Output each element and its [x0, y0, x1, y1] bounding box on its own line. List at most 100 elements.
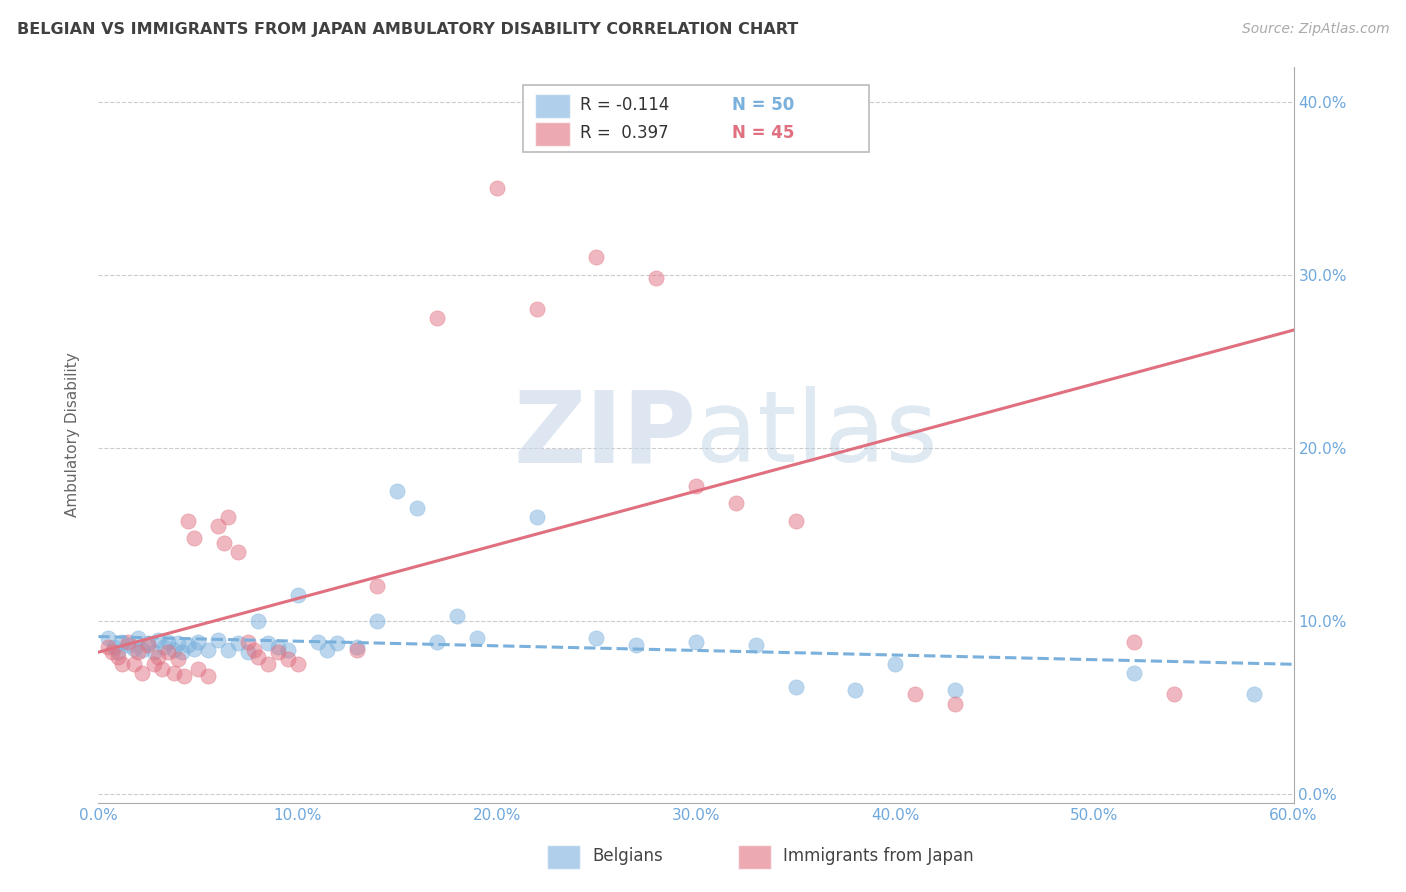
Point [585, 632, 607, 646]
Point [844, 683, 866, 698]
Point [103, 640, 125, 654]
Point [177, 514, 200, 528]
Point [236, 634, 259, 648]
Point [97, 632, 120, 646]
FancyBboxPatch shape [523, 86, 869, 152]
Point [1243, 687, 1265, 701]
Point [236, 645, 259, 659]
Point [217, 510, 239, 524]
Point [884, 657, 907, 672]
Point [131, 643, 153, 657]
Point [287, 657, 309, 672]
Text: R =  0.397: R = 0.397 [581, 124, 669, 142]
Point [148, 650, 170, 665]
Point [183, 641, 205, 656]
Point [785, 514, 807, 528]
Point [326, 636, 349, 650]
Point [366, 579, 388, 593]
FancyBboxPatch shape [534, 122, 571, 146]
Point [127, 632, 149, 646]
Point [107, 645, 129, 659]
Point [685, 634, 707, 648]
Point [626, 638, 648, 652]
Y-axis label: Ambulatory Disability: Ambulatory Disability [65, 352, 80, 517]
Point [287, 588, 309, 602]
Point [187, 634, 209, 648]
Point [150, 663, 173, 677]
Point [131, 665, 153, 680]
Text: R = -0.114: R = -0.114 [581, 96, 669, 114]
Point [346, 643, 368, 657]
Point [277, 643, 299, 657]
Point [724, 496, 747, 510]
Point [256, 657, 278, 672]
Point [163, 643, 186, 657]
Point [167, 652, 190, 666]
Point [685, 479, 707, 493]
Text: ZIP: ZIP [513, 386, 696, 483]
Point [187, 663, 209, 677]
Point [366, 614, 388, 628]
Point [385, 484, 409, 499]
Point [111, 657, 134, 672]
Point [173, 669, 195, 683]
Text: Source: ZipAtlas.com: Source: ZipAtlas.com [1241, 22, 1389, 37]
Point [243, 643, 266, 657]
Text: N = 45: N = 45 [733, 124, 794, 142]
Point [157, 645, 180, 659]
Point [943, 683, 966, 698]
Point [124, 657, 146, 672]
Point [785, 680, 807, 694]
Point [172, 645, 194, 659]
Point [212, 536, 235, 550]
Point [246, 614, 269, 628]
Point [226, 545, 249, 559]
Point [217, 643, 239, 657]
Point [346, 640, 368, 654]
Text: BELGIAN VS IMMIGRANTS FROM JAPAN AMBULATORY DISABILITY CORRELATION CHART: BELGIAN VS IMMIGRANTS FROM JAPAN AMBULAT… [17, 22, 799, 37]
Point [267, 640, 290, 654]
Point [307, 634, 329, 648]
Point [157, 634, 180, 648]
Point [406, 501, 429, 516]
Text: Belgians: Belgians [592, 847, 662, 864]
FancyBboxPatch shape [738, 845, 772, 869]
Point [111, 634, 134, 648]
Point [197, 669, 219, 683]
Point [97, 640, 120, 654]
Point [124, 641, 146, 656]
Point [136, 636, 159, 650]
Text: atlas: atlas [696, 386, 938, 483]
Point [526, 302, 548, 317]
Point [446, 608, 468, 623]
Point [148, 633, 170, 648]
FancyBboxPatch shape [534, 95, 571, 119]
Point [183, 531, 205, 545]
Point [163, 665, 186, 680]
Point [107, 650, 129, 665]
Point [426, 310, 449, 325]
Point [1123, 634, 1146, 648]
Point [153, 640, 176, 654]
Text: Immigrants from Japan: Immigrants from Japan [783, 847, 974, 864]
Point [143, 657, 166, 672]
Point [207, 633, 229, 648]
Point [117, 634, 139, 648]
Point [1163, 687, 1185, 701]
Point [1123, 665, 1146, 680]
Point [316, 643, 339, 657]
Point [485, 181, 508, 195]
Point [167, 636, 190, 650]
Point [136, 638, 159, 652]
FancyBboxPatch shape [547, 845, 581, 869]
Point [904, 687, 927, 701]
Text: N = 50: N = 50 [733, 96, 794, 114]
Point [117, 638, 139, 652]
Point [267, 645, 290, 659]
Point [207, 518, 229, 533]
Point [197, 643, 219, 657]
Point [526, 510, 548, 524]
Point [226, 636, 249, 650]
Point [246, 650, 269, 665]
Point [465, 632, 488, 646]
